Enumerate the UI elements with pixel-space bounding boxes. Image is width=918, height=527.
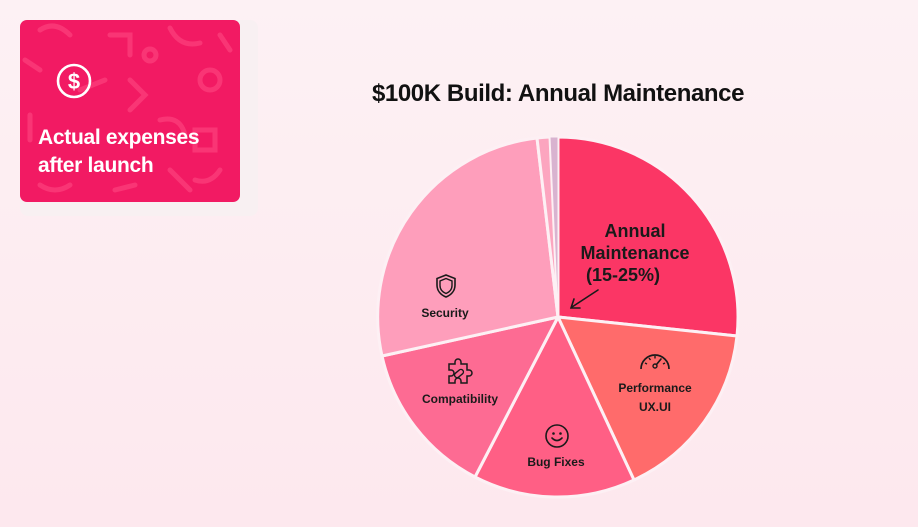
slice-bug-fixes bbox=[473, 315, 636, 499]
dollar-circle-icon: $ bbox=[56, 63, 92, 99]
bug-fixes-label: Bug Fixes bbox=[527, 455, 585, 469]
performance-label-line2: UX.UI bbox=[638, 400, 671, 414]
card-title-line1: Actual expenses bbox=[38, 126, 200, 149]
callout-line2: Maintenance bbox=[580, 243, 690, 263]
expenses-card: $ Actual expenses after launch bbox=[20, 20, 240, 202]
card-title-line2: after launch bbox=[38, 154, 154, 177]
card-title: Actual expenses after launch bbox=[38, 124, 238, 180]
puzzle-icon bbox=[448, 358, 473, 384]
shield-icon bbox=[436, 274, 456, 298]
slice-annual-maintenance bbox=[556, 135, 740, 338]
chart-title: $100K Build: Annual Maintenance bbox=[371, 80, 745, 107]
svg-text:$: $ bbox=[68, 69, 80, 94]
performance-label-line1: Performance bbox=[618, 381, 692, 395]
annual-maintenance-label: Annual Maintenance (15-25%) bbox=[560, 220, 710, 286]
smiley-icon bbox=[545, 424, 569, 448]
compatibility-label: Compatibility bbox=[421, 392, 498, 406]
slice-performance bbox=[556, 315, 739, 482]
callout-arrow bbox=[569, 289, 599, 309]
performance-label: Performance UX.UI bbox=[605, 379, 705, 417]
slice-compatibility bbox=[380, 315, 560, 479]
speedometer-icon bbox=[640, 354, 670, 370]
card-pattern bbox=[22, 23, 233, 193]
slice-security bbox=[376, 136, 560, 358]
callout-line3: (15-25%) bbox=[585, 265, 661, 285]
slice-sliver bbox=[549, 136, 559, 318]
callout-line1: Annual bbox=[604, 221, 666, 241]
security-label: Security bbox=[421, 306, 469, 320]
